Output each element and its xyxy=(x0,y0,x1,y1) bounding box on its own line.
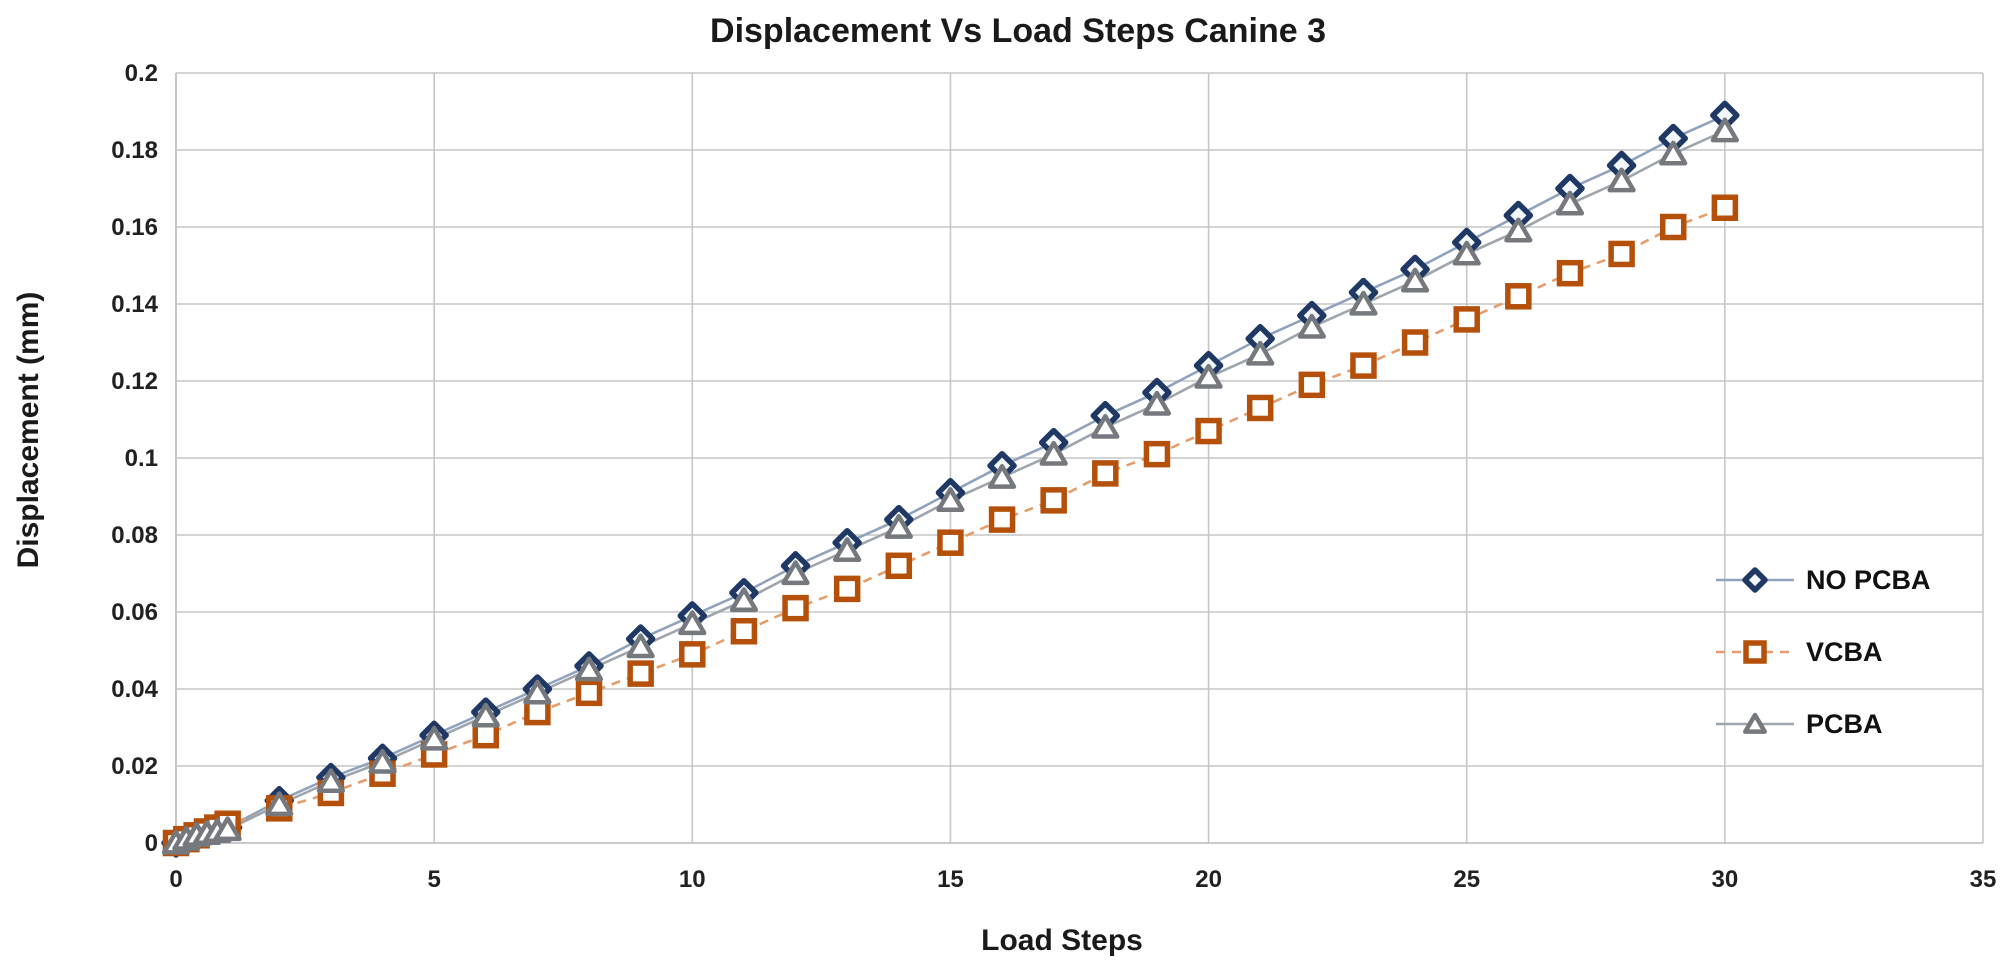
y-tick-label: 0.02 xyxy=(111,753,158,780)
triangle-marker xyxy=(1504,217,1533,243)
y-tick-label: 0.18 xyxy=(111,137,158,164)
triangle-marker xyxy=(1710,117,1739,143)
y-tick-label: 0.06 xyxy=(111,599,158,626)
y-tick-label: 0.16 xyxy=(111,214,158,241)
y-tick-label: 0 xyxy=(145,830,158,857)
legend-square-marker xyxy=(1743,640,1767,664)
triangle-marker xyxy=(936,487,965,512)
triangle-marker xyxy=(1555,190,1585,216)
legend: NO PCBA VCBA PCBA xyxy=(1716,565,1931,739)
tick-labels: 0 5 10 15 20 25 30 35 0 0.02 0.04 0.06 0.08 0.1 0.12 0.… xyxy=(111,60,1996,893)
square-marker xyxy=(1711,194,1739,221)
triangle-marker xyxy=(316,768,346,793)
triangle-marker xyxy=(1452,240,1481,266)
triangle-marker xyxy=(368,748,397,774)
triangle-marker xyxy=(626,633,655,659)
x-tick-label: 0 xyxy=(169,866,182,893)
triangle-marker xyxy=(1194,363,1223,389)
x-tick-label: 30 xyxy=(1712,866,1739,893)
legend-item-vcba: VCBA xyxy=(1716,637,1883,667)
gridlines xyxy=(175,72,1984,844)
y-tick-label: 0.14 xyxy=(111,291,158,318)
triangle-marker xyxy=(1297,313,1326,339)
triangle-marker xyxy=(987,464,1017,489)
triangle-marker xyxy=(265,791,294,817)
triangle-marker xyxy=(1659,140,1688,166)
legend-label-pcba: PCBA xyxy=(1806,709,1883,739)
square-marker xyxy=(885,552,913,580)
x-tick-label: 10 xyxy=(679,866,706,893)
square-marker xyxy=(472,721,500,749)
triangle-marker xyxy=(1039,440,1068,466)
y-tick-label: 0.08 xyxy=(111,522,158,549)
triangle-marker xyxy=(1349,290,1378,316)
x-tick-label: 25 xyxy=(1453,866,1480,893)
square-marker xyxy=(1556,259,1584,287)
triangle-marker xyxy=(678,610,707,636)
triangle-marker xyxy=(213,816,242,842)
square-marker xyxy=(988,506,1016,533)
series-markers-pcba xyxy=(161,117,1739,855)
square-marker xyxy=(1143,440,1171,468)
y-tick-label: 0.1 xyxy=(125,445,158,472)
x-tick-label: 20 xyxy=(1195,866,1222,893)
square-marker xyxy=(524,698,551,726)
triangle-marker xyxy=(523,679,552,705)
square-marker xyxy=(1246,394,1274,422)
square-marker xyxy=(1505,283,1532,310)
triangle-marker xyxy=(781,560,810,586)
legend-item-pcba: PCBA xyxy=(1716,709,1883,739)
square-marker xyxy=(679,641,706,668)
x-tick-label: 5 xyxy=(427,866,440,893)
triangle-marker xyxy=(1607,167,1636,193)
x-tick-label: 15 xyxy=(937,866,964,893)
square-marker xyxy=(1608,240,1635,268)
square-marker xyxy=(1453,306,1480,333)
triangle-marker xyxy=(1400,267,1430,293)
triangle-marker xyxy=(471,702,500,728)
legend-label-vcba: VCBA xyxy=(1806,637,1883,667)
triangle-marker xyxy=(574,656,604,682)
legend-item-no-pcba: NO PCBA xyxy=(1716,565,1931,595)
triangle-marker xyxy=(1142,390,1172,416)
square-marker xyxy=(627,660,654,687)
chart-title: Displacement Vs Load Steps Canine 3 xyxy=(710,12,1326,50)
square-marker xyxy=(1401,329,1429,356)
x-axis-title: Load Steps xyxy=(981,924,1143,957)
square-marker xyxy=(1040,487,1067,514)
data-series xyxy=(161,100,1740,858)
y-tick-label: 0.04 xyxy=(111,676,158,703)
square-marker xyxy=(833,575,861,603)
triangle-marker xyxy=(420,725,449,751)
triangle-marker xyxy=(884,514,913,539)
square-marker xyxy=(1092,460,1119,487)
y-axis-title: Displacement (mm) xyxy=(12,292,45,569)
legend-diamond-marker xyxy=(1742,567,1768,593)
square-marker xyxy=(937,529,964,556)
square-marker xyxy=(1350,352,1377,379)
triangle-marker xyxy=(1246,340,1275,366)
y-tick-label: 0.12 xyxy=(111,368,158,395)
legend-triangle-marker xyxy=(1743,712,1767,734)
legend-label-no-pcba: NO PCBA xyxy=(1806,565,1931,595)
square-marker xyxy=(782,594,809,622)
triangle-marker xyxy=(1091,413,1120,439)
x-tick-label: 35 xyxy=(1970,866,1997,893)
square-marker xyxy=(1195,417,1222,445)
square-marker xyxy=(730,618,758,645)
square-marker xyxy=(1659,213,1687,241)
square-marker xyxy=(575,679,603,707)
triangle-marker xyxy=(729,587,759,613)
triangle-marker xyxy=(833,537,862,562)
square-marker xyxy=(1298,371,1326,399)
y-tick-label: 0.2 xyxy=(125,60,158,87)
